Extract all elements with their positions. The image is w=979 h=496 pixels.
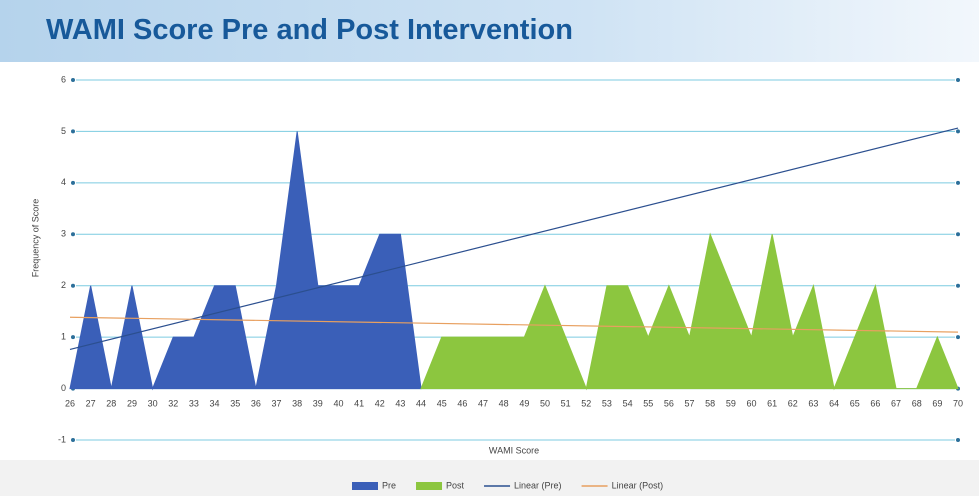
legend-band	[0, 460, 979, 496]
y2-tick-dot	[956, 438, 960, 442]
x-tick-label: 32	[168, 398, 178, 408]
y-tick-dot	[71, 180, 75, 185]
x-tick-label: 27	[86, 398, 96, 408]
x-tick-label: 28	[106, 398, 116, 408]
y-tick-label: -1	[58, 434, 66, 444]
y2-tick-dot	[956, 283, 960, 288]
y-tick-label: 6	[61, 74, 66, 84]
x-tick-label: 59	[726, 398, 736, 408]
y-tick-label: 0	[61, 383, 66, 393]
x-tick-label: 58	[705, 398, 715, 408]
y-tick-dot	[71, 438, 75, 442]
y-tick-label: 2	[61, 280, 66, 290]
trendline	[69, 127, 959, 351]
x-tick-label: 26	[65, 398, 75, 408]
x-tick-label: 65	[850, 398, 860, 408]
y-tick-dot	[71, 78, 75, 82]
x-axis-label: WAMI Score	[489, 445, 539, 455]
x-tick-label: 63	[808, 398, 818, 408]
x-tick-label: 54	[623, 398, 633, 408]
x-tick-label: 33	[189, 398, 199, 408]
x-tick-label: 42	[375, 398, 385, 408]
header: WAMI Score Pre and Post Intervention	[0, 0, 979, 62]
x-tick-label: 66	[870, 398, 880, 408]
x-tick-label: 41	[354, 398, 364, 408]
x-tick-label: 68	[912, 398, 922, 408]
y-tick-dot	[71, 232, 75, 237]
y2-tick-dot	[956, 129, 960, 134]
x-tick-label: 49	[519, 398, 529, 408]
y2-tick-dot	[956, 232, 960, 237]
x-tick-label: 50	[540, 398, 550, 408]
legend-label: Linear (Pre)	[514, 480, 562, 490]
x-tick-label: 38	[292, 398, 302, 408]
legend-swatch	[352, 482, 378, 490]
x-tick-label: 56	[664, 398, 674, 408]
x-tick-label: 39	[313, 398, 323, 408]
x-tick-label: 55	[643, 398, 653, 408]
legend-label: Pre	[382, 480, 396, 490]
legend-label: Post	[446, 480, 465, 490]
x-tick-label: 46	[457, 398, 467, 408]
y-tick-dot	[71, 129, 75, 134]
x-tick-label: 67	[891, 398, 901, 408]
x-tick-label: 37	[272, 398, 282, 408]
y2-tick-dot	[956, 180, 960, 185]
x-tick-label: 51	[561, 398, 571, 408]
y-axis-label: Frequency of Score	[30, 199, 40, 278]
x-tick-label: 60	[746, 398, 756, 408]
x-tick-label: 34	[210, 398, 220, 408]
x-tick-label: 53	[602, 398, 612, 408]
x-tick-label: 44	[416, 398, 426, 408]
x-tick-label: 64	[829, 398, 839, 408]
x-tick-label: 36	[251, 398, 261, 408]
x-tick-label: 43	[395, 398, 405, 408]
y-tick-label: 1	[61, 332, 66, 342]
x-tick-label: 62	[788, 398, 798, 408]
x-tick-label: 30	[148, 398, 158, 408]
legend-label: Linear (Post)	[612, 480, 664, 490]
x-tick-label: 47	[478, 398, 488, 408]
title: WAMI Score Pre and Post Intervention	[46, 14, 573, 46]
x-tick-label: 45	[437, 398, 447, 408]
x-tick-label: 52	[581, 398, 591, 408]
y-tick-label: 4	[61, 177, 66, 187]
x-tick-label: 69	[932, 398, 942, 408]
area	[69, 131, 422, 391]
trendline	[69, 316, 959, 333]
y-tick-dot	[71, 283, 75, 288]
x-tick-label: 61	[767, 398, 777, 408]
y-tick-dot	[71, 335, 75, 340]
chart: Frequency of Score WAMI Score -101234562…	[0, 74, 979, 496]
x-tick-label: 57	[685, 398, 695, 408]
legend-swatch	[416, 482, 443, 490]
x-tick-label: 70	[953, 398, 963, 408]
x-tick-label: 35	[230, 398, 240, 408]
area	[420, 232, 959, 391]
x-tick-label: 29	[127, 398, 137, 408]
y2-tick-dot	[956, 335, 960, 340]
x-tick-label: 40	[333, 398, 343, 408]
y-tick-label: 3	[61, 229, 66, 239]
y2-tick-dot	[956, 78, 960, 82]
legend-swatch	[581, 485, 608, 487]
y-tick-label: 5	[61, 126, 66, 136]
x-tick-label: 48	[499, 398, 509, 408]
legend-swatch	[484, 485, 511, 487]
